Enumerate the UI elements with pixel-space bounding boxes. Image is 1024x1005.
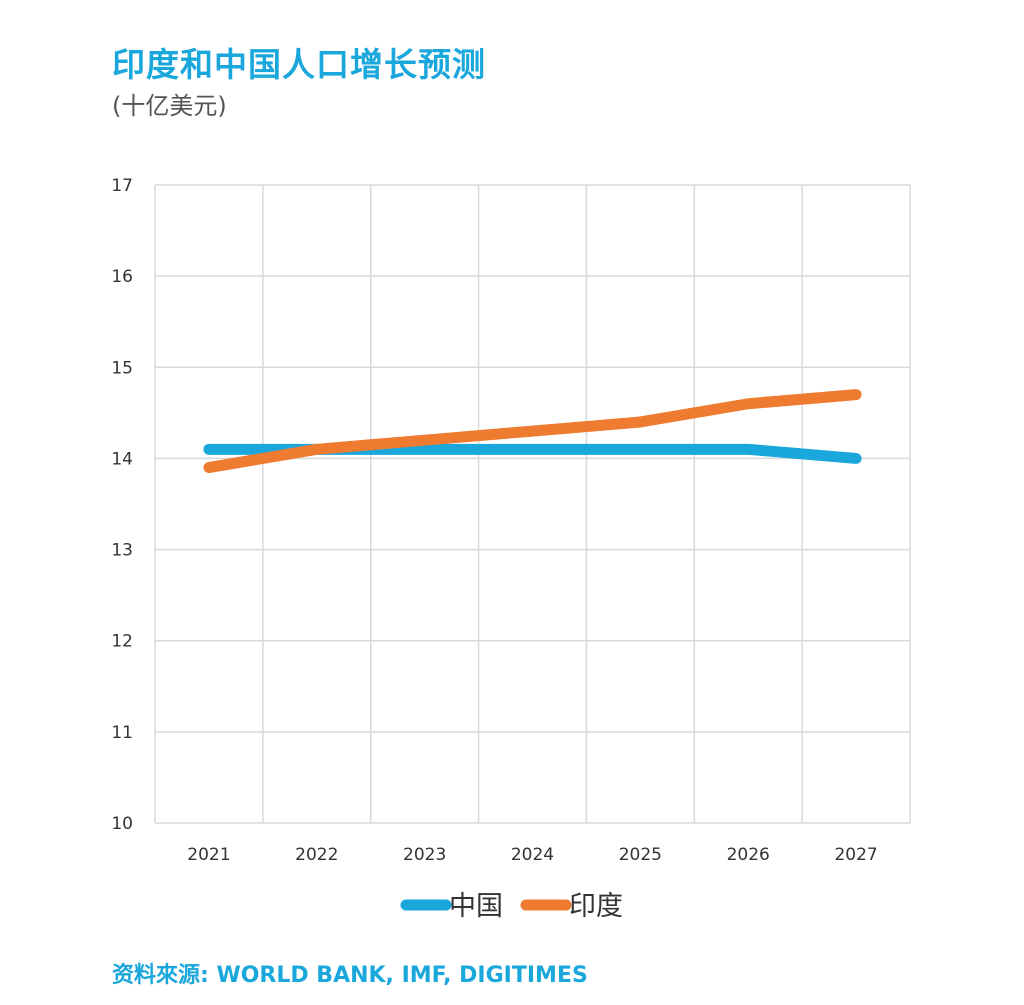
x-tick-label: 2027	[834, 845, 877, 865]
data-point	[855, 394, 857, 396]
data-point	[747, 403, 749, 405]
data-point	[747, 448, 749, 450]
legend-label: 印度	[569, 891, 623, 922]
data-point	[639, 421, 641, 423]
data-point	[316, 448, 318, 450]
data-point	[532, 448, 533, 450]
chart-legend: 中国 印度	[400, 891, 623, 922]
y-tick-label: 14	[111, 449, 133, 469]
series-lines	[203, 389, 862, 474]
data-point	[532, 430, 533, 432]
data-point	[424, 448, 426, 450]
source-note: 资料來源: WORLD BANK, IMF, DIGITIMES	[112, 963, 588, 988]
data-point	[424, 439, 426, 441]
x-tick-label: 2021	[187, 845, 230, 865]
x-tick-label: 2022	[295, 845, 338, 865]
y-tick-label: 16	[111, 267, 133, 287]
y-tick-label: 11	[111, 723, 133, 743]
data-point	[855, 457, 857, 459]
chart-subtitle: (十亿美元)	[112, 92, 227, 120]
data-point	[639, 448, 641, 450]
chart-grid	[154, 184, 911, 824]
data-point	[208, 467, 210, 469]
x-tick-label: 2025	[619, 845, 662, 865]
data-point	[208, 448, 210, 450]
y-tick-label: 13	[111, 541, 133, 561]
x-tick-label: 2024	[511, 845, 554, 865]
y-tick-label: 15	[111, 358, 133, 378]
legend-label: 中国	[449, 891, 503, 922]
y-tick-label: 12	[111, 632, 133, 652]
y-axis: 10 11 12 13 14 15 16 17	[111, 176, 133, 834]
y-tick-label: 17	[111, 176, 133, 196]
x-axis: 2021 2022 2023 2024 2025 2026 2027	[187, 845, 877, 865]
chart-title: 印度和中国人口增长预测	[112, 45, 486, 84]
x-tick-label: 2026	[727, 845, 770, 865]
y-tick-label: 10	[111, 814, 133, 834]
x-tick-label: 2023	[403, 845, 446, 865]
